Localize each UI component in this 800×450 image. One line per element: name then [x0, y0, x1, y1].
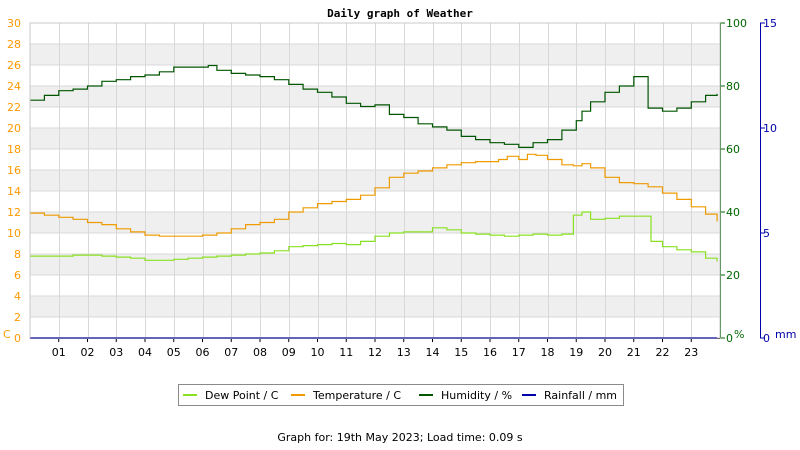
- x-tick-label: 14: [426, 346, 440, 359]
- legend-label-dew-point: Dew Point / C: [205, 389, 279, 402]
- series-temperature-c: [30, 153, 718, 237]
- humidity-axis: 0 20 40 60 80 100%: [720, 17, 747, 345]
- legend-swatch-rainfall: [522, 394, 536, 396]
- legend-item-dew-point: Dew Point / C: [183, 389, 278, 402]
- temperature-tick-label: 18: [7, 143, 21, 156]
- x-tick-label: 08: [253, 346, 267, 359]
- humidity-tick-label: 20: [726, 269, 740, 282]
- legend: Dew Point / C Temperature / C Humidity /…: [178, 384, 624, 406]
- x-tick-label: 01: [52, 346, 66, 359]
- legend-item-rainfall: Rainfall / mm: [522, 389, 617, 402]
- series-dew-point-c: [30, 211, 718, 262]
- x-tick-label: 03: [109, 346, 123, 359]
- footer-text: Graph for: 19th May 2023; Load time: 0.0…: [277, 431, 523, 444]
- rainfall-axis: 0 5 10 15 mm: [760, 17, 796, 345]
- hour-axis: 01 02 03 04 05 06 07 08 09 10 11 12 13 14 15 16 17 18 19 20…: [30, 338, 720, 359]
- humidity-tick-label: 0: [726, 332, 733, 345]
- legend-label-temperature: Temperature / C: [313, 389, 402, 402]
- rainfall-tick-label: 10: [763, 122, 777, 135]
- temperature-tick-label: 2: [14, 311, 21, 324]
- x-tick-label: 18: [541, 346, 555, 359]
- temperature-tick-label: 10: [7, 227, 21, 240]
- series-humidity: [30, 64, 718, 148]
- x-tick-label: 09: [282, 346, 296, 359]
- x-tick-label: 11: [339, 346, 353, 359]
- chart-title: Daily graph of Weather: [327, 7, 473, 20]
- temperature-tick-label: 14: [7, 185, 21, 198]
- rainfall-unit-label: mm: [775, 328, 796, 341]
- x-tick-label: 10: [311, 346, 325, 359]
- temperature-tick-label: 6: [14, 269, 21, 282]
- humidity-tick-label: 40: [726, 206, 740, 219]
- legend-label-humidity: Humidity / %: [441, 389, 513, 402]
- x-tick-label: 05: [167, 346, 181, 359]
- rainfall-tick-label: 15: [763, 17, 777, 30]
- humidity-tick-label: 60: [726, 143, 740, 156]
- temperature-tick-label: 12: [7, 206, 21, 219]
- temperature-tick-label: 0: [14, 332, 21, 345]
- temperature-unit-label: C: [3, 328, 11, 341]
- temperature-tick-label: 20: [7, 122, 21, 135]
- x-tick-label: 17: [512, 346, 526, 359]
- temperature-tick-label: 28: [7, 38, 21, 51]
- x-tick-label: 12: [368, 346, 382, 359]
- x-tick-label: 02: [81, 346, 95, 359]
- temperature-tick-label: 4: [14, 290, 21, 303]
- temperature-tick-label: 8: [14, 248, 21, 261]
- temperature-tick-label: 26: [7, 59, 21, 72]
- legend-item-temperature: Temperature / C: [291, 389, 401, 402]
- x-tick-label: 19: [569, 346, 583, 359]
- temperature-tick-label: 24: [7, 80, 21, 93]
- humidity-tick-label: 100: [726, 17, 747, 30]
- x-tick-label: 07: [224, 346, 238, 359]
- x-tick-label: 13: [397, 346, 411, 359]
- x-tick-label: 04: [138, 346, 152, 359]
- humidity-tick-label: 80: [726, 80, 740, 93]
- x-tick-label: 22: [656, 346, 670, 359]
- x-tick-label: 15: [454, 346, 468, 359]
- humidity-unit-label: %: [734, 328, 744, 341]
- legend-item-humidity: Humidity / %: [419, 389, 512, 402]
- x-tick-label: 16: [483, 346, 497, 359]
- temperature-tick-label: 16: [7, 164, 21, 177]
- rainfall-tick-label: 5: [763, 227, 770, 240]
- rainfall-tick-label: 0: [763, 332, 770, 345]
- plot-frame: [29, 22, 721, 339]
- x-tick-label: 23: [684, 346, 698, 359]
- x-tick-label: 20: [598, 346, 612, 359]
- legend-label-rainfall: Rainfall / mm: [544, 389, 618, 402]
- legend-swatch-temperature: [291, 394, 305, 396]
- temperature-tick-label: 22: [7, 101, 21, 114]
- x-tick-label: 21: [627, 346, 641, 359]
- legend-swatch-dew-point: [183, 394, 197, 396]
- temperature-tick-label: 30: [7, 17, 21, 30]
- x-tick-label: 06: [196, 346, 210, 359]
- legend-swatch-humidity: [419, 394, 433, 396]
